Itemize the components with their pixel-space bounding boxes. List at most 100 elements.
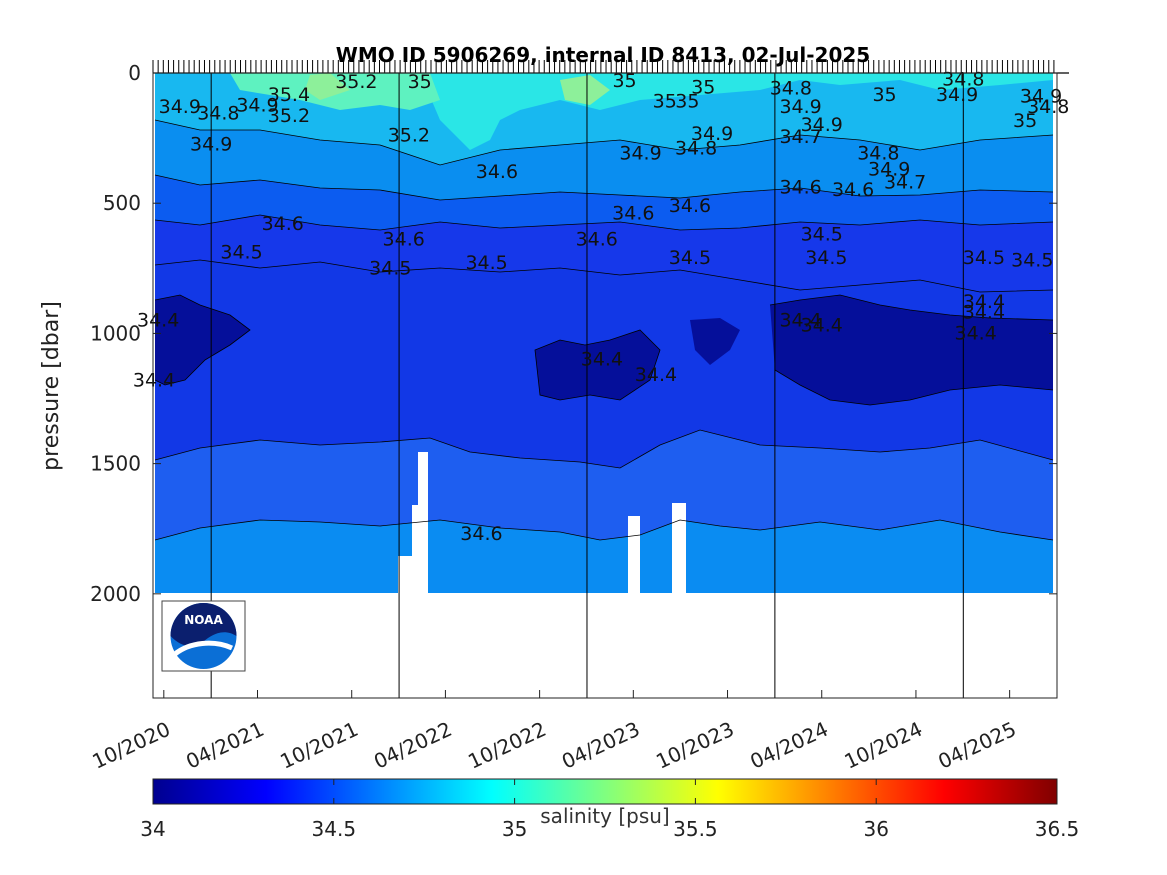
colorbar-tick-label: 36.5 bbox=[1035, 817, 1080, 841]
contour-label: 34.4 bbox=[963, 291, 1005, 313]
contour-label: 34.4 bbox=[779, 309, 821, 331]
band-34-8 bbox=[155, 120, 1053, 200]
band-34-55 bbox=[155, 430, 1053, 540]
contour-label: 34.5 bbox=[1011, 250, 1053, 272]
contour-label: 35 bbox=[872, 84, 896, 106]
noaa-logo-icon: NOAA bbox=[161, 600, 246, 672]
contour-label: 35.4 bbox=[268, 84, 310, 106]
y-tick-label: 500 bbox=[103, 191, 141, 215]
contour-label: 34.5 bbox=[963, 247, 1005, 269]
contour-label: 34.7 bbox=[779, 126, 821, 148]
colorbar bbox=[152, 778, 1058, 805]
contour-label: 34.5 bbox=[465, 252, 507, 274]
contour-label: 34.8 bbox=[675, 138, 717, 160]
core-34-4-a bbox=[155, 295, 250, 385]
x-axis: 10/2020 04/2021 10/2021 04/2022 10/2022 04/20… bbox=[88, 690, 1020, 774]
x-tick-label: 04/2024 bbox=[746, 717, 831, 774]
x-tick-label: 10/2020 bbox=[88, 717, 173, 774]
nodata-bottom bbox=[155, 593, 1053, 698]
contour-label: 34.9 bbox=[159, 96, 201, 118]
contour-label: 34.8 bbox=[1027, 96, 1069, 118]
colorbar-ticks: 34 34.5 35 35.5 36 36.5 bbox=[140, 779, 1079, 841]
contour-label: 34.6 bbox=[262, 213, 304, 235]
core-34-4-c bbox=[690, 318, 740, 365]
contour-label: 34.6 bbox=[832, 179, 874, 201]
colorbar-tick-label: 36 bbox=[863, 817, 888, 841]
contour-label: 34.9 bbox=[190, 134, 232, 156]
contour-label: 34.8 bbox=[197, 102, 239, 124]
x-tick-label: 04/2025 bbox=[934, 717, 1019, 774]
colorbar-tick-label: 35.5 bbox=[673, 817, 718, 841]
plot-frame bbox=[152, 72, 1058, 699]
contour-label: 34.5 bbox=[801, 223, 843, 245]
contour-label: 34.4 bbox=[963, 302, 1005, 324]
year-boundary-lines bbox=[210, 73, 964, 698]
contour-label: 35 bbox=[612, 70, 636, 92]
contour-label: 35.2 bbox=[335, 71, 377, 93]
profile-tick-marks bbox=[152, 60, 1069, 74]
x-tick-label: 04/2023 bbox=[558, 717, 643, 774]
contour-label: 35.2 bbox=[268, 105, 310, 127]
contour-label: 34.9 bbox=[801, 114, 843, 136]
contour-label: 34.9 bbox=[868, 158, 910, 180]
y-tick-label: 0 bbox=[128, 61, 141, 85]
y-axis: 0 500 1000 1500 2000 bbox=[90, 61, 1057, 606]
x-tick-label: 10/2023 bbox=[652, 717, 737, 774]
contour-label: 35 bbox=[1013, 110, 1037, 132]
contour-label: 34.9 bbox=[619, 143, 661, 165]
contour-label: 34.5 bbox=[669, 247, 711, 269]
contour-label: 34.4 bbox=[137, 309, 179, 331]
contour-label: 35 bbox=[653, 91, 677, 113]
y-tick-label: 1500 bbox=[90, 452, 141, 476]
colorbar-label: salinity [psu] bbox=[540, 804, 669, 828]
y-axis-label: pressure [dbar] bbox=[39, 301, 64, 471]
band-35-4-b bbox=[560, 75, 610, 105]
contour-label: 34.6 bbox=[383, 229, 425, 251]
contour-label: 35 bbox=[691, 76, 715, 98]
contour-label: 34.8 bbox=[942, 69, 984, 91]
band-34-6 bbox=[155, 520, 1053, 595]
contour-label: 34.9 bbox=[779, 96, 821, 118]
contour-label: 35.2 bbox=[388, 125, 430, 147]
contour-label: 34.4 bbox=[635, 364, 677, 386]
contour-label: 35 bbox=[408, 71, 432, 93]
contour-label: 34.6 bbox=[460, 523, 502, 545]
x-tick-label: 10/2022 bbox=[464, 717, 549, 774]
contour-label: 35 bbox=[675, 91, 699, 113]
contour-label: 34.6 bbox=[779, 177, 821, 199]
contour-label: 34.8 bbox=[857, 143, 899, 165]
y-tick-label: 2000 bbox=[90, 582, 141, 606]
nodata-spike-2 bbox=[628, 516, 640, 593]
x-tick-label: 04/2021 bbox=[182, 717, 267, 774]
x-tick-label: 04/2022 bbox=[370, 717, 455, 774]
salinity-field bbox=[155, 73, 1053, 698]
contour-label: 34.4 bbox=[801, 315, 843, 337]
contour-label: 34.9 bbox=[691, 123, 733, 145]
contour-label: 34.9 bbox=[236, 95, 278, 117]
contour-labels: 34.834.935.2 3535.234.634.534.434.434.634… bbox=[133, 69, 1070, 545]
contour-label: 34.7 bbox=[884, 171, 926, 193]
contour-label: 34.5 bbox=[369, 257, 411, 279]
contour-lines bbox=[154, 119, 1054, 541]
band-34-5 bbox=[155, 215, 1053, 292]
contour-label: 34.9 bbox=[1020, 85, 1062, 107]
contour-label: 34.4 bbox=[133, 369, 175, 391]
contour-label: 34.6 bbox=[612, 203, 654, 225]
contour-label: 34.4 bbox=[955, 322, 997, 344]
y-tick-label: 1000 bbox=[90, 321, 141, 345]
x-tick-label: 10/2021 bbox=[276, 717, 361, 774]
nodata-spike-3 bbox=[672, 503, 686, 593]
core-34-4-b bbox=[535, 330, 660, 400]
contour-label: 34.8 bbox=[770, 78, 812, 100]
contour-label: 34.6 bbox=[669, 195, 711, 217]
core-34-4-d bbox=[770, 295, 1053, 405]
x-tick-label: 10/2024 bbox=[841, 717, 926, 774]
contour-label: 34.9 bbox=[936, 84, 978, 106]
band-35-4 bbox=[305, 73, 350, 100]
colorbar-tick-label: 34 bbox=[140, 817, 165, 841]
colorbar-tick-label: 34.5 bbox=[312, 817, 357, 841]
logo-text: NOAA bbox=[184, 613, 223, 627]
contour-label: 34.6 bbox=[476, 161, 518, 183]
contour-label: 34.5 bbox=[220, 242, 262, 264]
